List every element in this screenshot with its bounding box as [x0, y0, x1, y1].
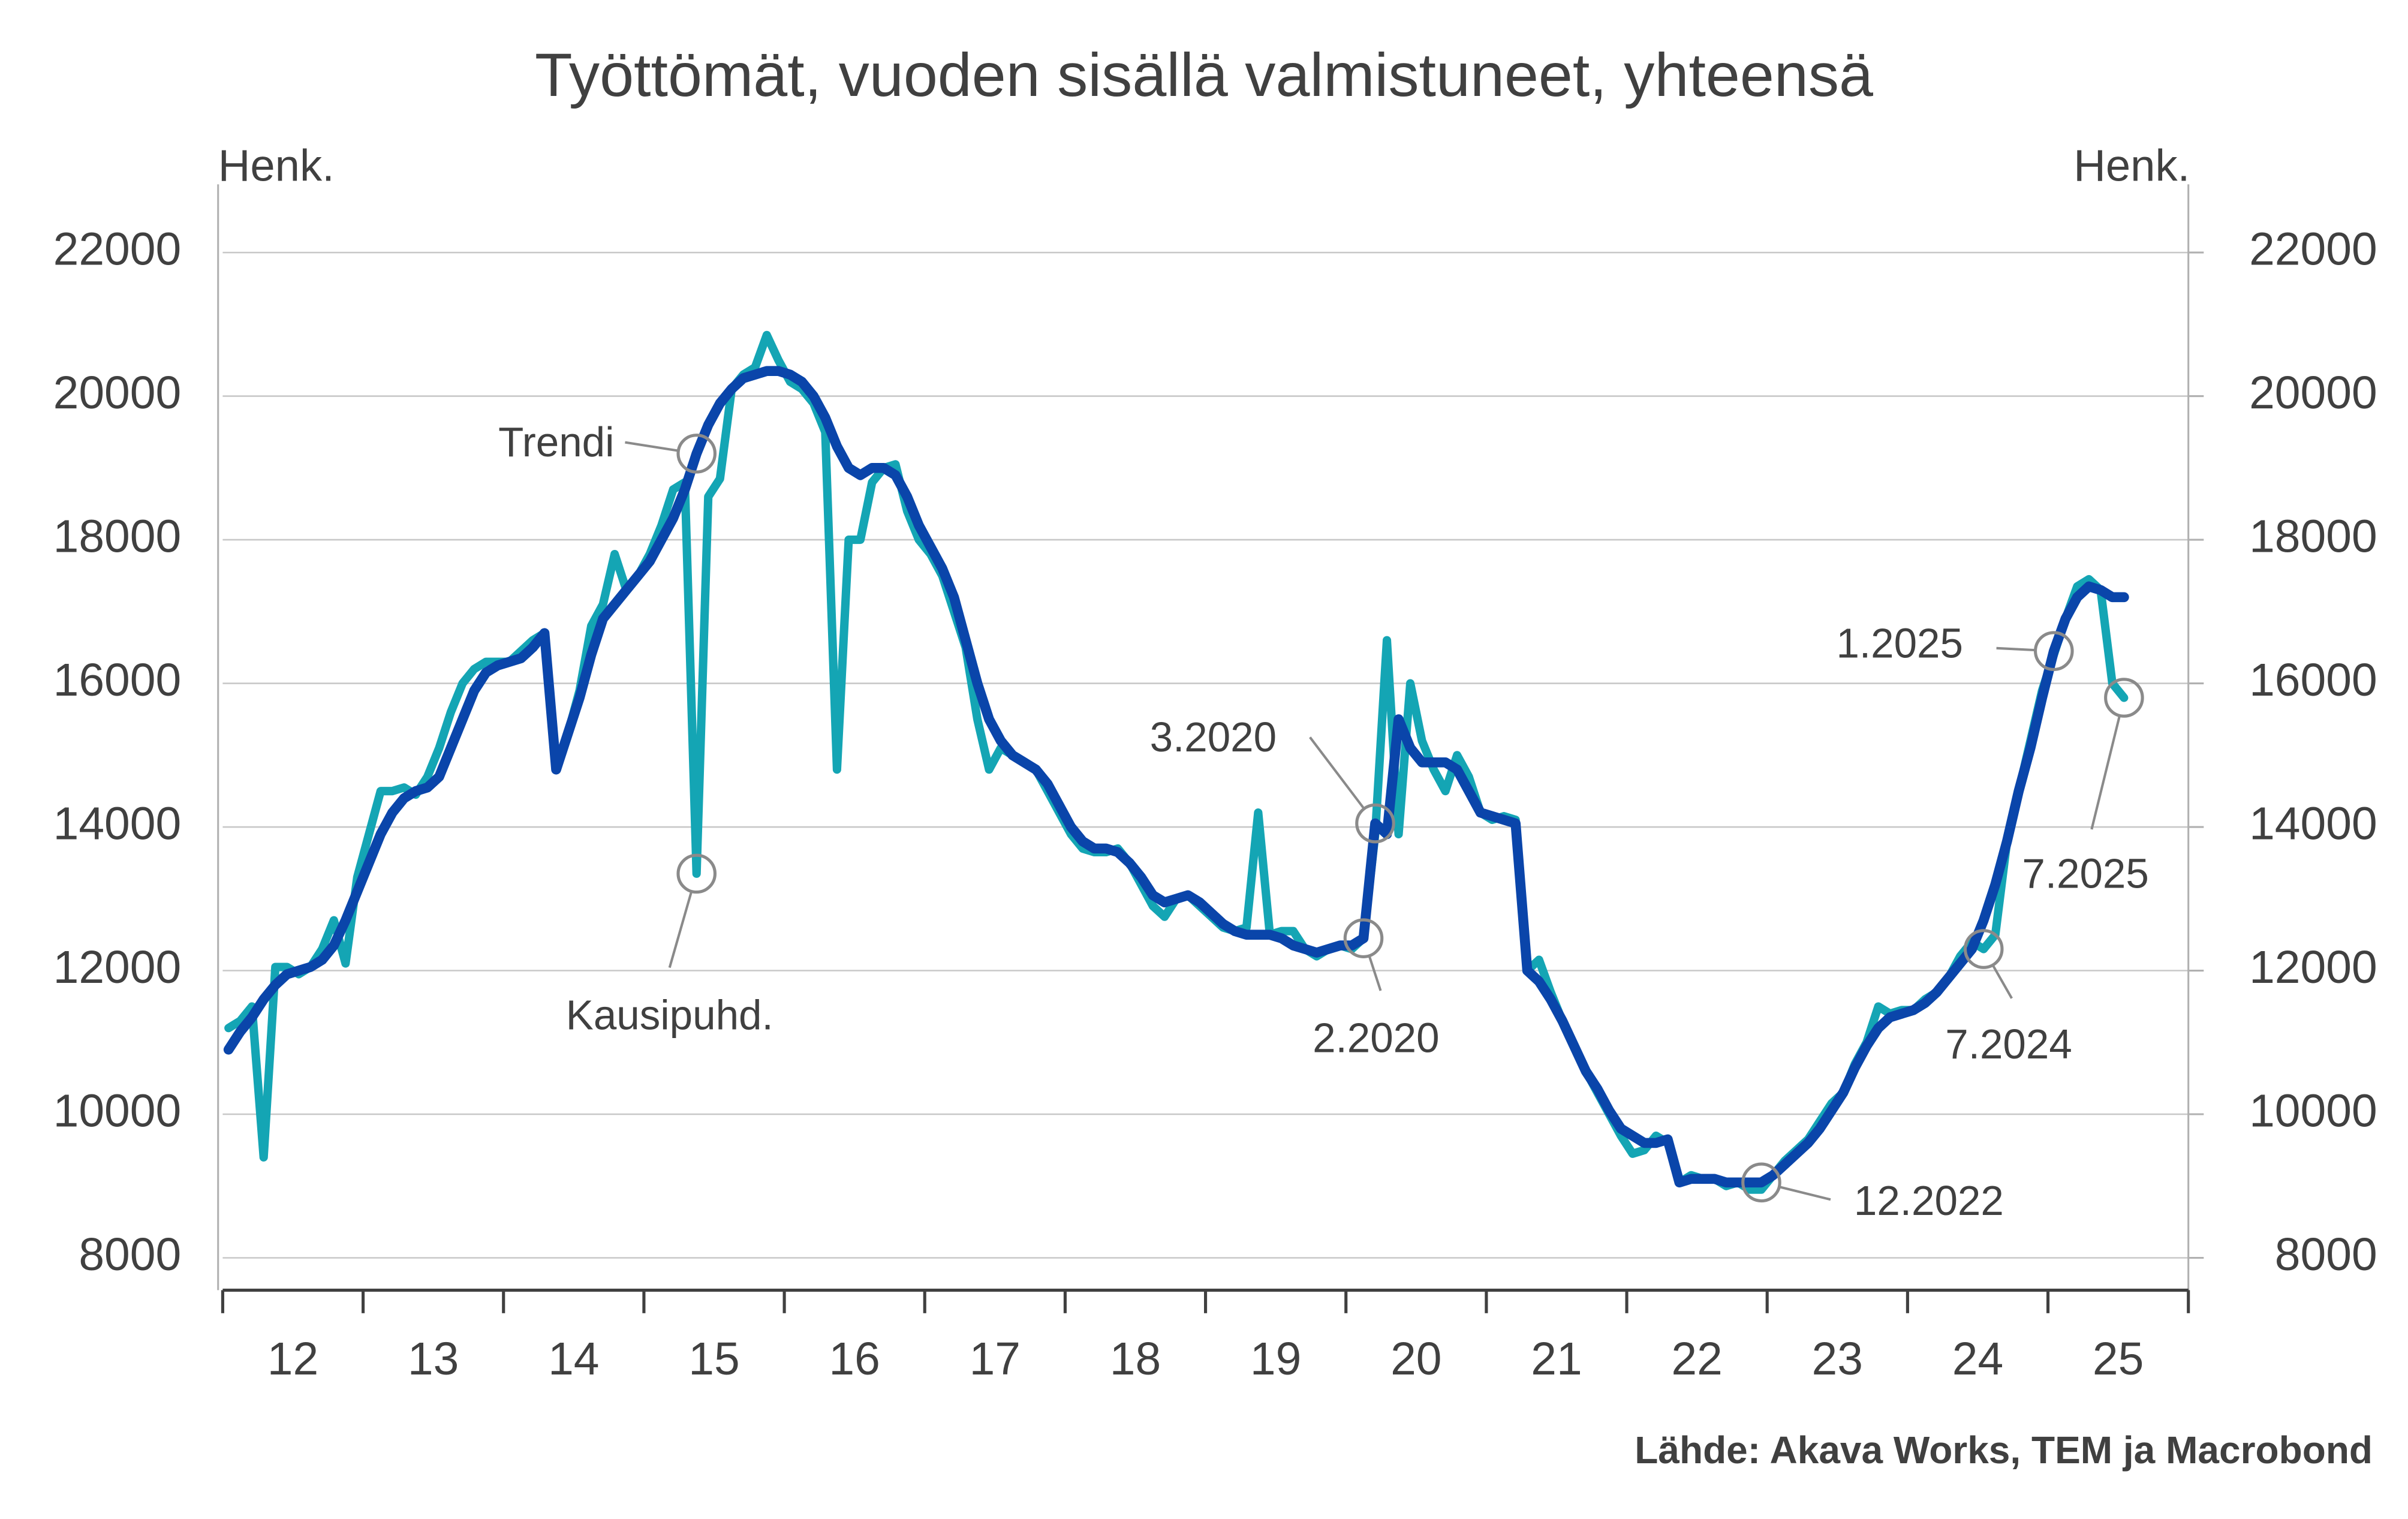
y2-axis-label: Henk.: [2073, 140, 2190, 190]
y-tick-label: 22000: [53, 223, 182, 275]
y-tick-label: 8000: [79, 1229, 181, 1280]
annotation-circle: [1963, 929, 2004, 969]
y-tick-label: 12000: [53, 942, 182, 993]
annotation-label: 7.2024: [1945, 1021, 2072, 1067]
annotation-leader: [668, 891, 693, 968]
x-tick-label: 13: [408, 1333, 459, 1385]
x-tick-label: 14: [548, 1333, 599, 1385]
y-tick-label: 16000: [53, 654, 182, 706]
annotation-leader: [1991, 964, 2013, 999]
x-tick-label: 25: [2093, 1333, 2144, 1385]
annotation-circle: [2034, 631, 2074, 671]
x-tick-label: 22: [1671, 1333, 1722, 1385]
annotation-label: 1.2025: [1836, 620, 1962, 667]
annotation-label: 2.2020: [1313, 1015, 1439, 1061]
y2-tick-label: 22000: [2249, 223, 2377, 275]
y2-tick-label: 10000: [2249, 1085, 2377, 1136]
series-label: Trendi: [498, 419, 614, 465]
y2-tick-label: 12000: [2249, 942, 2377, 993]
x-tick-label: 12: [267, 1333, 318, 1385]
y2-tick-label: 20000: [2249, 367, 2377, 419]
annotation-label: 7.2025: [2022, 850, 2148, 897]
series-line: [223, 366, 2129, 1188]
annotation-label: 12.2022: [1854, 1177, 2004, 1224]
x-tick-label: 23: [1812, 1333, 1863, 1385]
annotation-circle: [1355, 803, 1395, 844]
annotation-leader: [625, 441, 679, 452]
y2-tick-label: 16000: [2249, 654, 2377, 706]
x-tick-label: 24: [1952, 1333, 2003, 1385]
x-tick-label: 15: [688, 1333, 739, 1385]
y-tick-label: 20000: [53, 367, 182, 419]
annotation-circle: [676, 853, 717, 894]
x-tick-label: 20: [1390, 1333, 1441, 1385]
annotation-leader: [2090, 715, 2121, 830]
annotation-circle: [1741, 1162, 1781, 1203]
annotation-leader: [1309, 736, 1365, 810]
annotation-label: 3.2020: [1150, 714, 1277, 760]
series-label: Kausipuhd.: [566, 991, 773, 1038]
x-tick-label: 19: [1250, 1333, 1301, 1385]
x-tick-label: 16: [829, 1333, 880, 1385]
y-axis-label: Henk.: [218, 140, 335, 190]
x-tick-label: 18: [1110, 1333, 1161, 1385]
annotation-circle: [2104, 678, 2144, 718]
annotation-circle: [676, 434, 717, 474]
annotation-leader: [1368, 955, 1382, 991]
x-tick-label: 17: [970, 1333, 1021, 1385]
y-tick-label: 10000: [53, 1085, 182, 1136]
x-tick-label: 21: [1531, 1333, 1582, 1385]
y-tick-label: 18000: [53, 510, 182, 562]
y2-tick-label: 8000: [2275, 1229, 2377, 1280]
annotation-leader: [1996, 646, 2036, 652]
source-note: Lähde: Akava Works, TEM ja Macrobond: [1635, 1428, 2373, 1472]
annotation-leader: [1778, 1186, 1831, 1201]
y2-tick-label: 14000: [2249, 798, 2377, 849]
chart-title: Työttömät, vuoden sisällä valmistuneet, …: [535, 40, 1873, 109]
y-tick-label: 14000: [53, 798, 182, 849]
y2-tick-label: 18000: [2249, 510, 2377, 562]
annotation-circle: [1343, 918, 1384, 958]
